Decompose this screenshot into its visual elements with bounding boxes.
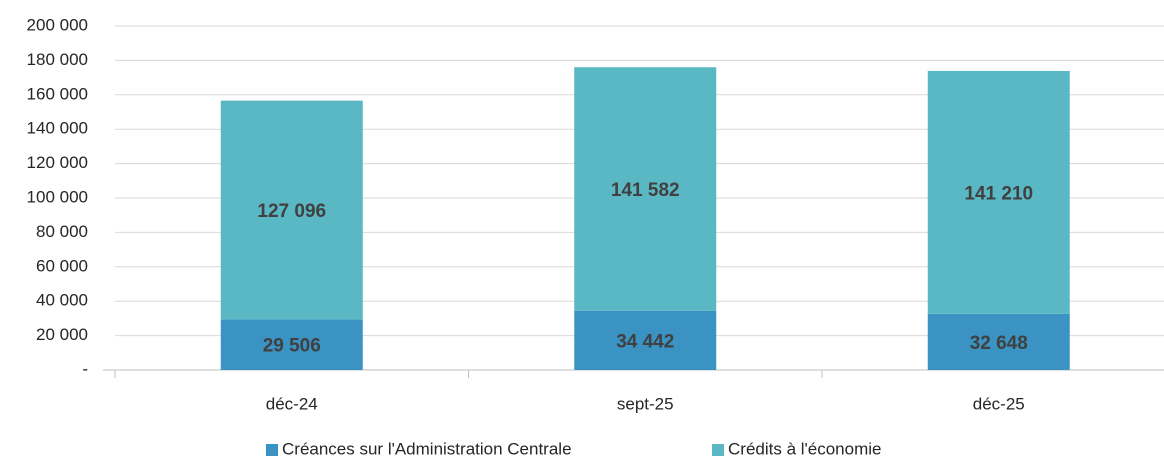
y-tick-label: 40 000 (36, 291, 88, 310)
value-label: 127 096 (257, 201, 326, 222)
y-tick-label: 140 000 (27, 119, 88, 138)
legend-label: Crédits à l'économie (728, 439, 881, 458)
bar-segment (574, 310, 717, 370)
y-tick-label: 60 000 (36, 256, 88, 275)
x-tick-label: déc-24 (266, 394, 318, 413)
y-tick-label: 80 000 (36, 222, 88, 241)
y-tick-label: 100 000 (27, 187, 88, 206)
y-tick-label: 160 000 (27, 84, 88, 103)
y-tick-label: - (82, 359, 88, 378)
bar-segment (574, 67, 717, 311)
bar-segment (927, 70, 1070, 314)
value-label: 32 648 (970, 333, 1028, 354)
x-tick-label: déc-25 (973, 394, 1025, 413)
value-label: 29 506 (263, 336, 321, 357)
y-tick-label: 120 000 (27, 153, 88, 172)
bar-segment (220, 319, 363, 370)
y-tick-label: 20 000 (36, 325, 88, 344)
legend-swatch (266, 444, 278, 456)
y-tick-label: 200 000 (27, 15, 88, 34)
value-label: 141 210 (964, 183, 1033, 204)
x-tick-label: sept-25 (617, 394, 674, 413)
value-label: 34 442 (616, 331, 674, 352)
bar-segment (220, 100, 363, 320)
value-label: 141 582 (611, 180, 680, 201)
bar-segment (927, 313, 1070, 370)
y-tick-label: 180 000 (27, 50, 88, 69)
legend-swatch (712, 444, 724, 456)
legend-label: Créances sur l'Administration Centrale (282, 439, 572, 458)
